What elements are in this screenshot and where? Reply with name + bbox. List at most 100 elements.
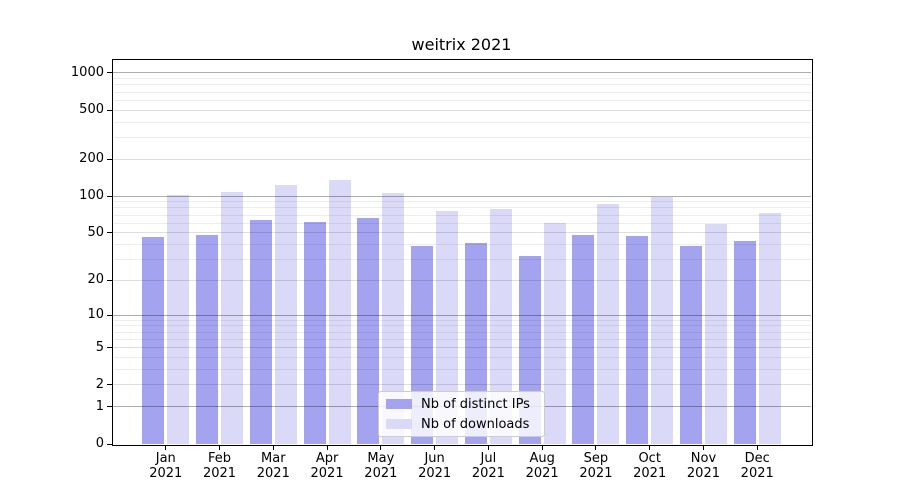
- bar-distinct-ips-dec: [733, 240, 756, 444]
- y-axis-tick-label: 5: [95, 339, 104, 355]
- x-axis-tick: [380, 445, 382, 450]
- x-axis-tick: [487, 445, 489, 450]
- x-axis-tick-label-line: Jun: [424, 451, 445, 466]
- x-axis-tick-label-line: 2021: [418, 466, 452, 481]
- x-axis-tick-label: Jul 2021: [458, 451, 518, 481]
- bar-downloads-sep: [597, 204, 620, 444]
- x-axis-tick-label-line: Apr: [315, 451, 339, 466]
- x-axis-tick-label: Oct 2021: [620, 451, 680, 481]
- x-axis-tick-label-line: Mar: [261, 451, 286, 466]
- x-axis-tick-label-line: Oct: [638, 451, 661, 466]
- x-axis-tick-label: Jun 2021: [405, 451, 465, 481]
- x-axis-tick: [165, 445, 167, 450]
- bar-distinct-ips-may: [357, 218, 380, 444]
- x-axis-tick-label-line: 2021: [471, 466, 505, 481]
- legend-label-downloads: Nb of downloads: [421, 416, 530, 432]
- y-axis-tick-label: 200: [79, 151, 104, 167]
- y-axis-tick-label: 1000: [70, 64, 104, 80]
- y-axis-tick: [107, 406, 112, 408]
- x-axis-tick-label-line: Jul: [480, 451, 497, 466]
- x-axis-tick-label-line: 2021: [579, 466, 613, 481]
- bar-distinct-ips-oct: [626, 236, 649, 444]
- x-axis-tick-label-line: 2021: [310, 466, 344, 481]
- bar-downloads-mar: [274, 185, 297, 444]
- legend-item-distinct-ips: Nb of distinct IPs: [386, 397, 544, 412]
- y-axis-tick: [107, 195, 112, 197]
- legend-item-downloads: Nb of downloads: [386, 417, 544, 432]
- y-axis-tick-label: 2: [95, 376, 104, 392]
- x-axis-tick-label: Aug 2021: [512, 451, 572, 481]
- x-axis-tick: [272, 445, 274, 450]
- y-axis-tick: [107, 314, 112, 316]
- x-axis-tick: [702, 445, 704, 450]
- plot-area: [112, 59, 813, 446]
- bar-distinct-ips-sep: [572, 234, 595, 444]
- y-axis-tick-label: 500: [79, 102, 104, 118]
- y-axis-tick-label: 20: [87, 272, 104, 288]
- x-axis-tick-label-line: May: [367, 451, 395, 466]
- bar-distinct-ips-jan: [142, 237, 165, 444]
- x-axis-tick: [541, 445, 543, 450]
- legend-label-distinct-ips: Nb of distinct IPs: [421, 396, 530, 412]
- x-axis-tick-label-line: 2021: [686, 466, 720, 481]
- x-axis-tick-label: Apr 2021: [297, 451, 357, 481]
- x-axis-tick-label-line: Aug: [529, 451, 555, 466]
- x-axis-tick-label-line: Sep: [583, 451, 609, 466]
- x-axis-tick-label-line: 2021: [256, 466, 290, 481]
- x-axis-tick-label-line: Jan: [155, 451, 176, 466]
- x-axis-tick-label-line: 2021: [525, 466, 559, 481]
- y-axis-tick: [107, 109, 112, 111]
- x-axis-tick-label-line: 2021: [364, 466, 398, 481]
- x-axis-tick-label-line: Nov: [690, 451, 717, 466]
- x-axis-tick-label-line: Feb: [208, 451, 232, 466]
- x-axis-tick-label: Mar 2021: [243, 451, 303, 481]
- bar-distinct-ips-mar: [249, 219, 272, 444]
- bar-downloads-oct: [651, 197, 674, 444]
- bar-distinct-ips-feb: [196, 234, 219, 444]
- y-axis-tick-label: 0: [95, 436, 104, 451]
- bar-downloads-may: [382, 192, 405, 444]
- x-axis-tick-label: May 2021: [351, 451, 411, 481]
- x-axis-tick-label: Dec 2021: [727, 451, 787, 481]
- x-axis-tick: [434, 445, 436, 450]
- y-axis-tick: [107, 72, 112, 74]
- x-axis-tick-label-line: 2021: [149, 466, 183, 481]
- x-axis-tick-label-line: Dec: [744, 451, 770, 466]
- x-axis-tick: [219, 445, 221, 450]
- bar-downloads-nov: [704, 224, 727, 444]
- x-axis-tick-label: Nov 2021: [673, 451, 733, 481]
- y-axis-tick-label: 1: [95, 398, 104, 414]
- x-axis-tick-label: Jan 2021: [136, 451, 196, 481]
- y-axis-tick: [107, 279, 112, 281]
- x-axis-tick-label: Feb 2021: [190, 451, 250, 481]
- y-axis-tick-label: 100: [79, 188, 104, 204]
- bar-distinct-ips-nov: [679, 245, 702, 444]
- bar-downloads-feb: [221, 192, 244, 444]
- y-axis-tick: [107, 158, 112, 160]
- y-axis-tick: [107, 443, 112, 445]
- x-axis-tick-label-line: 2021: [633, 466, 667, 481]
- x-axis-tick-label-line: 2021: [202, 466, 237, 481]
- x-axis-tick: [649, 445, 651, 450]
- legend-swatch-downloads: [386, 419, 412, 429]
- chart-title: weitrix 2021: [411, 35, 512, 54]
- bar-downloads-jun: [436, 211, 459, 444]
- x-axis-tick-label-line: 2021: [740, 466, 774, 481]
- bar-downloads-apr: [328, 180, 351, 444]
- x-axis-tick-label: Sep 2021: [566, 451, 626, 481]
- x-axis-tick: [756, 445, 758, 450]
- bar-downloads-jul: [489, 209, 512, 444]
- bar-distinct-ips-apr: [303, 222, 326, 444]
- legend: Nb of distinct IPs Nb of downloads: [378, 391, 545, 437]
- x-axis-tick: [595, 445, 597, 450]
- y-axis-tick-label: 50: [87, 224, 104, 240]
- y-axis-tick-label: 10: [87, 307, 104, 323]
- bar-downloads-jan: [167, 194, 190, 444]
- y-axis-tick: [107, 384, 112, 386]
- bar-downloads-aug: [543, 223, 566, 444]
- y-axis-tick: [107, 347, 112, 349]
- bar-downloads-dec: [758, 212, 781, 444]
- y-axis-tick: [107, 232, 112, 234]
- legend-swatch-distinct-ips: [386, 399, 412, 409]
